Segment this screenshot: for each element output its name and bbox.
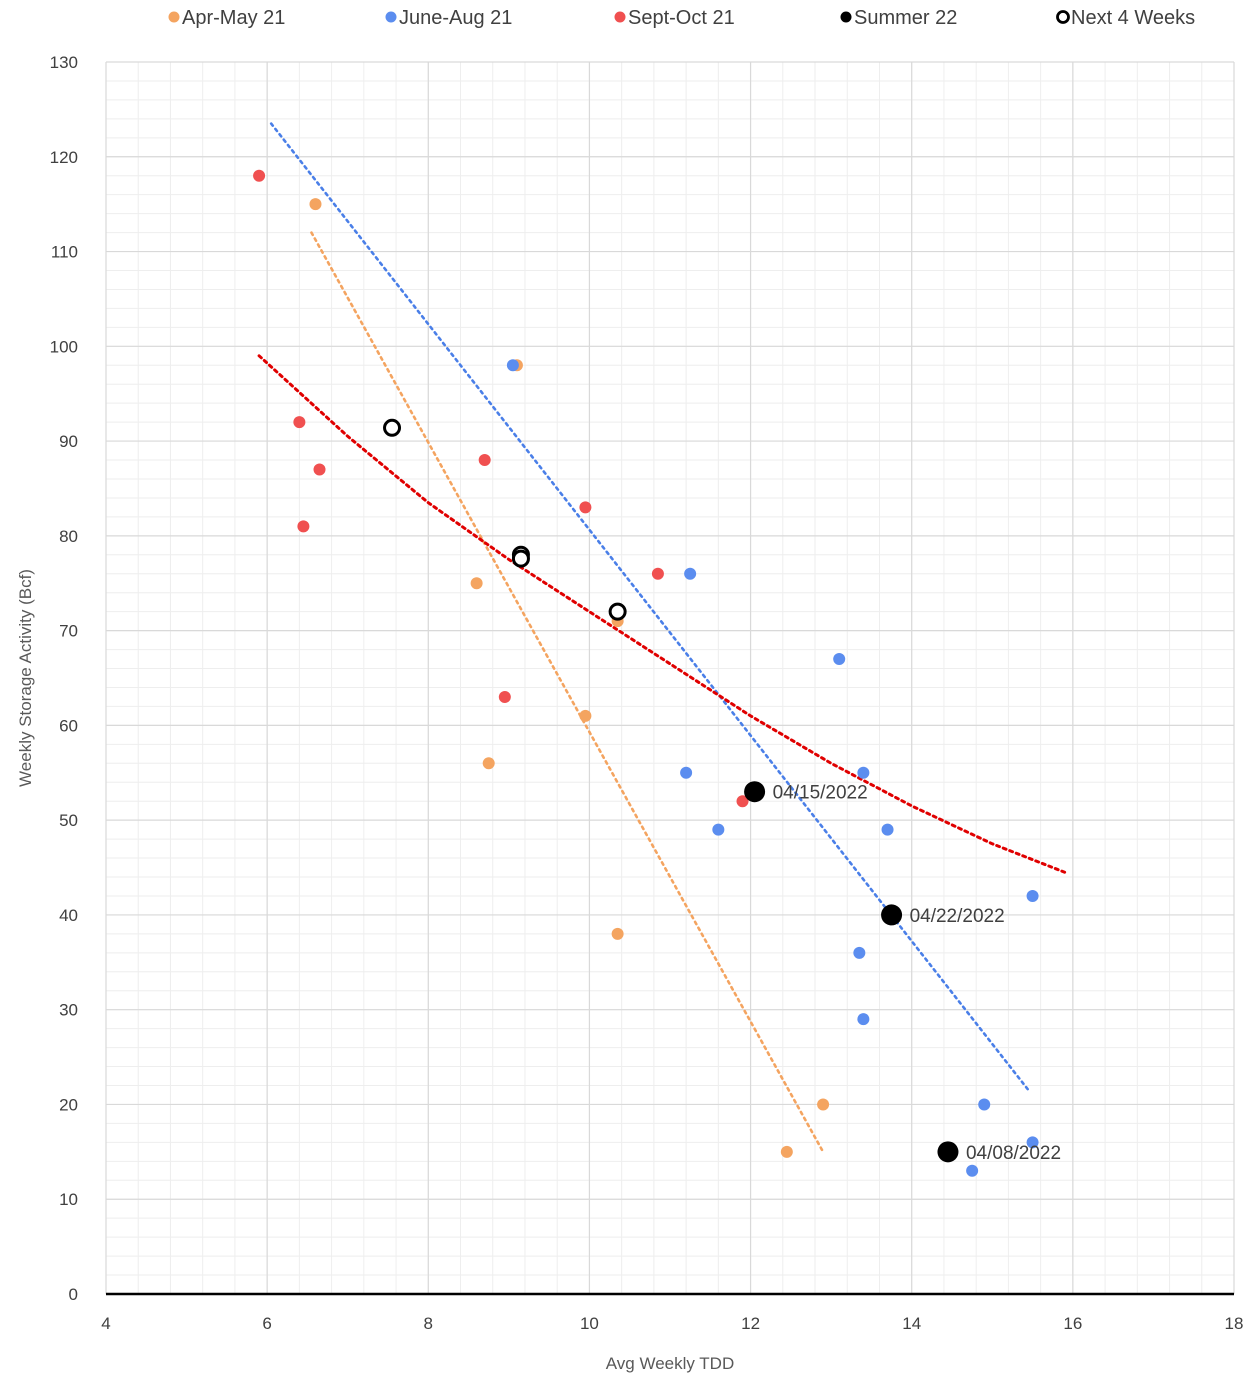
x-tick-label: 18 — [1225, 1314, 1244, 1333]
point-sept-oct-21 — [478, 454, 491, 467]
point-apr-may-21 — [482, 757, 495, 770]
y-tick-label: 90 — [59, 432, 78, 451]
point-sept-oct-21 — [736, 795, 749, 808]
legend-label: Sept-Oct 21 — [628, 7, 735, 29]
trendlines — [257, 122, 1067, 1154]
x-tick-label: 10 — [580, 1314, 599, 1333]
point-next-4-weeks — [511, 549, 530, 568]
point-june-aug-21 — [853, 946, 866, 959]
data-points — [253, 169, 1039, 1177]
point-next-4-weeks — [608, 602, 627, 621]
legend-marker — [385, 11, 397, 23]
y-tick-label: 60 — [59, 716, 78, 735]
annotation-label: 04/15/2022 — [773, 783, 868, 804]
y-tick-label: 70 — [59, 622, 78, 641]
point-june-aug-21 — [833, 653, 846, 666]
x-tick-label: 16 — [1063, 1314, 1082, 1333]
y-tick-label: 0 — [69, 1285, 78, 1304]
y-tick-label: 100 — [50, 337, 78, 356]
point-june-aug-21 — [680, 766, 693, 779]
y-tick-label: 30 — [59, 1001, 78, 1020]
point-sept-oct-21 — [579, 501, 592, 514]
point-apr-may-21 — [780, 1145, 793, 1158]
legend-label: June-Aug 21 — [399, 7, 512, 29]
point-june-aug-21 — [966, 1164, 979, 1177]
point-june-aug-21 — [978, 1098, 991, 1111]
point-june-aug-21 — [881, 823, 894, 836]
y-tick-label: 10 — [59, 1190, 78, 1209]
legend-label: Next 4 Weeks — [1071, 7, 1195, 29]
y-tick-label: 110 — [51, 243, 78, 262]
trendline-june-aug-21 — [269, 122, 1030, 1092]
point-apr-may-21 — [579, 709, 592, 722]
x-axis-title: Avg Weekly TDD — [606, 1354, 735, 1373]
point-sept-oct-21 — [297, 520, 310, 533]
point-apr-may-21 — [309, 198, 322, 211]
point-sept-oct-21 — [253, 169, 266, 182]
legend-label: Apr-May 21 — [182, 7, 285, 29]
legend-marker — [840, 11, 852, 23]
point-june-aug-21 — [506, 359, 519, 372]
annotation-label: 04/08/2022 — [966, 1143, 1061, 1164]
point-sept-oct-21 — [498, 690, 511, 703]
legend-marker — [614, 11, 626, 23]
y-tick-label: 130 — [50, 53, 78, 72]
minor-gridlines — [105, 61, 1235, 1295]
point-june-aug-21 — [857, 1013, 870, 1026]
point-next-4-weeks — [383, 418, 402, 437]
x-tick-label: 14 — [902, 1314, 921, 1333]
point-june-aug-21 — [857, 766, 870, 779]
point-june-aug-21 — [684, 567, 697, 580]
point-apr-may-21 — [611, 927, 624, 940]
x-tick-label: 4 — [101, 1314, 110, 1333]
point-june-aug-21 — [1026, 889, 1039, 902]
point-apr-may-21 — [817, 1098, 830, 1111]
point-apr-may-21 — [470, 577, 483, 590]
major-gridlines — [105, 61, 1235, 1295]
point-summer-22 — [937, 1141, 959, 1163]
y-tick-label: 50 — [59, 811, 78, 830]
legend-label: Summer 22 — [854, 7, 957, 29]
annotation-label: 04/22/2022 — [910, 906, 1005, 927]
legend: Apr-May 21 June-Aug 21 Sept-Oct 21 Summer 2… — [168, 7, 1195, 29]
legend-marker — [1056, 10, 1070, 24]
point-sept-oct-21 — [313, 463, 326, 476]
y-tick-labels: 0 10 20 30 40 50 60 70 80 90 100 110 120 130 — [50, 53, 78, 1304]
annotations: 04/15/2022 04/22/2022 04/08/2022 — [773, 783, 1061, 1164]
trendline-sept-oct-21 — [257, 354, 1067, 874]
y-tick-label: 120 — [50, 148, 78, 167]
x-tick-label: 6 — [262, 1314, 271, 1333]
trendline-apr-may-21 — [310, 231, 825, 1154]
point-sept-oct-21 — [293, 416, 306, 429]
point-sept-oct-21 — [651, 567, 664, 580]
point-summer-22 — [881, 904, 903, 926]
x-tick-labels: 4 6 8 10 12 14 16 18 — [101, 1314, 1243, 1333]
x-tick-label: 8 — [424, 1314, 433, 1333]
x-tick-label: 12 — [741, 1314, 760, 1333]
point-summer-22 — [744, 781, 766, 803]
y-tick-label: 40 — [59, 906, 78, 925]
y-axis-title: Weekly Storage Activity (Bcf) — [16, 569, 35, 787]
legend-marker — [168, 11, 180, 23]
y-tick-label: 20 — [59, 1095, 78, 1114]
y-tick-label: 80 — [59, 527, 78, 546]
point-june-aug-21 — [1026, 1136, 1039, 1149]
point-june-aug-21 — [712, 823, 725, 836]
